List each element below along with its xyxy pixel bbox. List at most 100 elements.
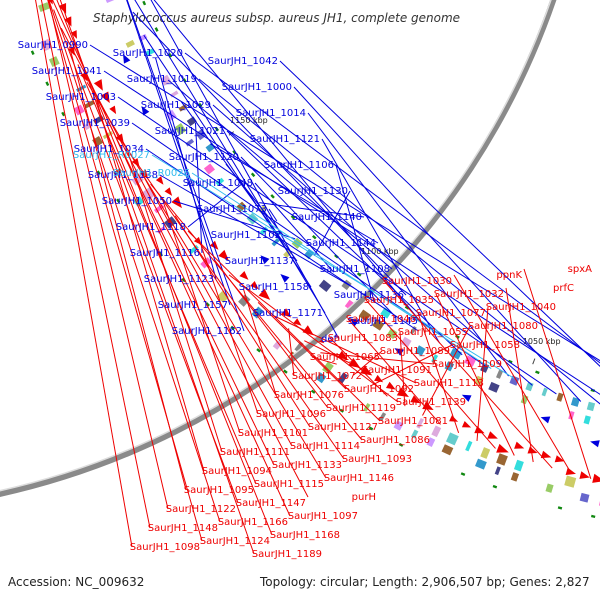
cog-block <box>465 440 473 452</box>
reverse-gene-arrow <box>100 91 110 104</box>
forward-gene-label: SaurJH1_1120 <box>169 152 239 163</box>
cog-block <box>431 425 442 438</box>
reverse-gene-label: SaurJH1_1113 <box>414 378 484 389</box>
reverse-leader <box>127 151 223 453</box>
reverse-gene-label: SaurJH1_1091 <box>362 365 432 376</box>
gc-marker <box>368 426 374 431</box>
reverse-gene-label: SaurJH1_1081 <box>378 416 448 427</box>
forward-gene-label: SaurJH1_1157 <box>158 300 228 311</box>
gc-marker <box>198 102 203 108</box>
gc-marker <box>535 370 540 375</box>
forward-gene-label: SaurJH1_1171 <box>253 308 323 319</box>
cog-block <box>495 369 504 379</box>
cog-block <box>83 121 94 131</box>
reverse-gene-label: purH <box>352 492 376 503</box>
forward-leader <box>212 104 533 386</box>
cog-block <box>200 257 212 269</box>
forward-gene-label: SaurJH1_1108 <box>320 264 390 275</box>
forward-leader <box>150 0 340 340</box>
reverse-leader <box>35 0 133 548</box>
reverse-leader <box>257 302 347 390</box>
reverse-gene-label: SaurJH1_1189 <box>252 549 322 560</box>
cog-block <box>441 444 454 456</box>
forward-gene-label: def <box>321 334 338 345</box>
cog-block <box>415 345 426 356</box>
reverse-gene-label: SaurJH1_1076 <box>274 390 344 401</box>
reverse-gene-label: SaurJH1_1040 <box>486 302 556 313</box>
forward-gene-label: SaurJH1_1138 <box>88 170 158 181</box>
reverse-gene-arrow <box>554 455 565 463</box>
cog-block <box>400 336 412 348</box>
reverse-gene-arrow <box>496 443 509 453</box>
cog-block <box>341 279 352 291</box>
gc-marker <box>230 325 235 331</box>
cog-block <box>291 237 303 249</box>
accession-text: Accession: NC_009632 <box>8 575 144 589</box>
forward-leader <box>132 11 407 296</box>
gc-marker <box>30 50 35 56</box>
forward-leader <box>134 0 326 314</box>
cog-block <box>178 104 188 112</box>
reverse-leader <box>228 274 399 403</box>
reverse-gene-label: SaurJH1_1072 <box>292 371 362 382</box>
forward-gene-label: SaurJH1_1019 <box>127 74 197 85</box>
reverse-leader <box>435 293 515 456</box>
forward-gene-label: SaurJH1_1137 <box>225 256 295 267</box>
forward-leader <box>279 60 600 367</box>
cog-block <box>579 492 590 503</box>
reverse-gene-label: SaurJH1_1077 <box>416 308 486 319</box>
reverse-gene-arrow <box>487 431 498 439</box>
reverse-leader <box>476 306 489 441</box>
forward-gene-label: SaurJH1_1136 <box>334 290 404 301</box>
reverse-gene-label: SaurJH1_1092 <box>344 384 414 395</box>
forward-leader <box>210 143 379 244</box>
reverse-gene-arrow <box>239 270 249 280</box>
forward-gene-arrow <box>280 274 290 283</box>
reverse-leader <box>116 134 345 460</box>
backbone-highlight <box>0 0 552 492</box>
reverse-leader <box>272 315 417 384</box>
reverse-gene-arrow <box>44 0 53 5</box>
gc-marker <box>270 194 275 199</box>
forward-gene-label: SaurJH1_1048 <box>183 178 253 189</box>
cog-block <box>586 401 596 412</box>
reverse-gene-label: SaurJH1_1046 <box>346 314 416 325</box>
forward-leader <box>321 138 441 344</box>
reverse-gene-label: SaurJH1_1093 <box>342 454 412 465</box>
forward-gene-label: SaurJH1_1140 <box>292 212 362 223</box>
forward-gene-label: SaurJH1_1020 <box>113 48 183 59</box>
forward-leader <box>226 130 463 356</box>
reverse-leader <box>422 325 471 416</box>
forward-leader <box>143 34 312 288</box>
cog-block <box>411 429 419 439</box>
reverse-gene-arrow <box>258 288 271 300</box>
cog-block <box>259 226 269 235</box>
reverse-gene-label: SaurJH1_1080 <box>468 321 538 332</box>
gc-marker <box>45 81 50 87</box>
forward-gene-label: SaurJH1_1041 <box>32 66 102 77</box>
reverse-leader <box>399 331 406 407</box>
reverse-gene-arrow <box>579 471 590 479</box>
gc-marker <box>61 111 66 117</box>
map-title: Staphylococcus aureus subsp. aureus JH1,… <box>93 11 460 25</box>
reverse-gene-label: spxA <box>568 264 592 275</box>
gc-marker <box>283 369 288 374</box>
reverse-leader <box>304 340 365 371</box>
cog-block <box>315 372 327 384</box>
forward-gene-label: SaurJH1_1029 <box>141 100 211 111</box>
position-label-k1050: 1050 kbp <box>523 337 561 346</box>
cog-block <box>480 447 491 459</box>
forward-gene-label: SaurJH1_1050 <box>102 196 172 207</box>
reverse-gene-arrow <box>514 441 525 449</box>
reverse-leader <box>187 230 381 422</box>
cog-block <box>568 410 575 420</box>
cog-block <box>236 201 247 212</box>
cog-block <box>238 294 251 307</box>
reverse-leader <box>56 0 273 536</box>
cog-block <box>386 328 398 340</box>
gc-marker <box>339 408 345 413</box>
cog-block <box>488 381 500 393</box>
genome-backbone <box>0 0 557 497</box>
cog-block <box>541 387 548 397</box>
